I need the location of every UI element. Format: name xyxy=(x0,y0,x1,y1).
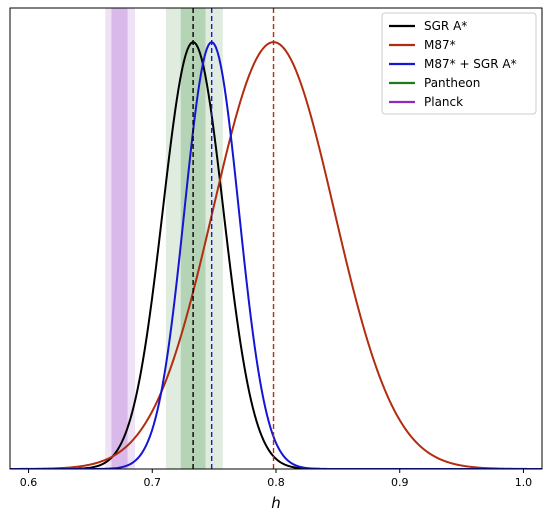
pantheon-band-outer xyxy=(165,8,223,469)
m87-curve xyxy=(10,41,542,469)
legend-label-m87-sgr-a: M87* + SGR A* xyxy=(424,57,517,71)
x-tick-label: 0.7 xyxy=(144,476,162,489)
legend-label-planck: Planck xyxy=(424,95,463,109)
legend-label-m87: M87* xyxy=(424,38,456,52)
x-tick-label: 0.6 xyxy=(20,476,38,489)
pantheon-band-inner xyxy=(180,8,206,469)
legend-label-pantheon: Pantheon xyxy=(424,76,480,90)
bands-layer xyxy=(105,8,223,469)
planck-band-inner xyxy=(111,8,128,469)
legend: SGR A* M87* M87* + SGR A* Pantheon Planck xyxy=(381,12,537,115)
legend-box xyxy=(381,12,537,115)
legend-label-sgr-a: SGR A* xyxy=(424,19,467,33)
x-tick-label: 0.8 xyxy=(267,476,285,489)
vlines-layer xyxy=(192,8,275,469)
sgr-a-curve xyxy=(10,41,542,469)
x-axis-label: h xyxy=(271,494,281,512)
x-tick-label: 0.9 xyxy=(391,476,409,489)
x-tick-label: 1.0 xyxy=(515,476,533,489)
x-axis-ticks: 0.6 0.7 0.8 0.9 1.0 xyxy=(20,469,532,489)
planck-band-outer xyxy=(105,8,135,469)
